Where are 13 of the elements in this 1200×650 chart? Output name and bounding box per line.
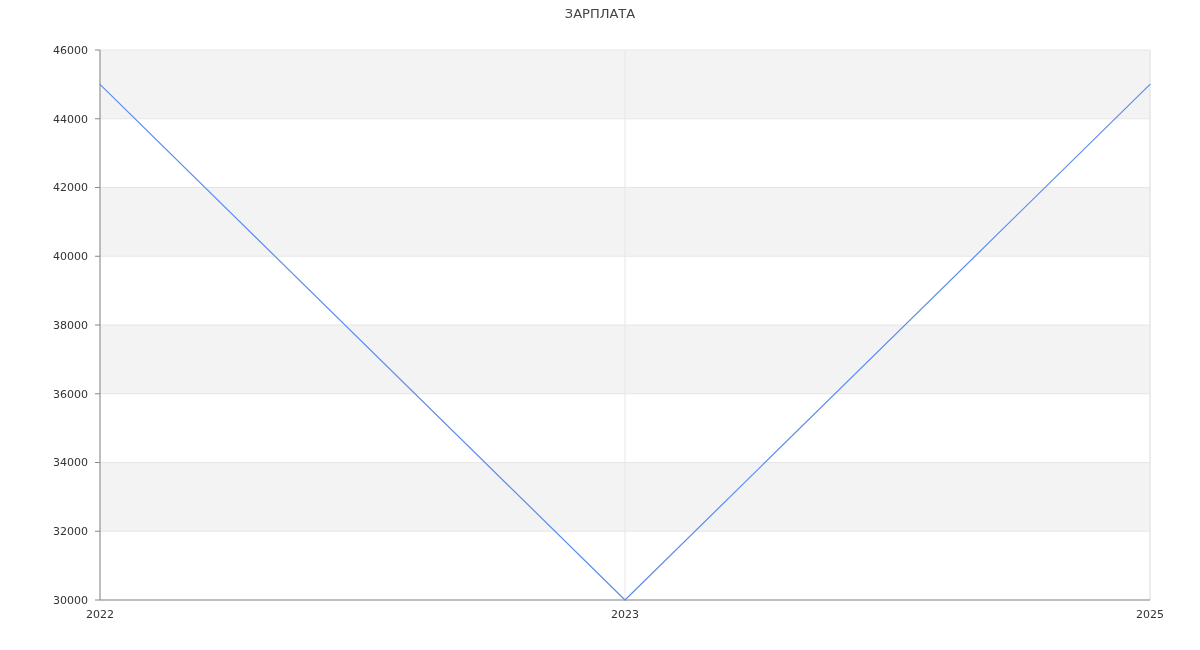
y-tick-label: 30000 [53,593,88,607]
y-tick-label: 44000 [53,112,88,126]
y-tick-label: 36000 [53,387,88,401]
y-tick-label: 46000 [53,43,88,57]
x-tick-label: 2022 [86,608,114,621]
x-tick-label: 2023 [611,608,639,621]
chart-title: ЗАРПЛАТА [564,6,636,21]
x-tick-label: 2025 [1136,608,1164,621]
y-tick-label: 42000 [53,181,88,195]
y-tick-label: 34000 [53,456,88,470]
y-tick-label: 38000 [53,318,88,332]
y-tick-label: 40000 [53,250,88,264]
y-tick-label: 32000 [53,525,88,539]
